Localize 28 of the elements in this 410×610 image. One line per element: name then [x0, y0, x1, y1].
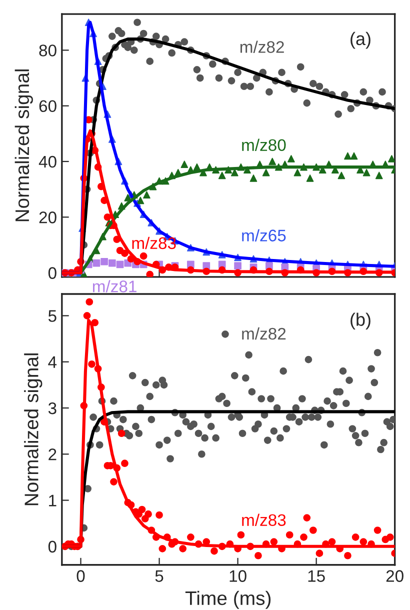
y-axis-title: Normalized signal	[24, 353, 42, 506]
y-tick-label: 20	[39, 212, 56, 224]
series-label: m/z82	[242, 327, 286, 340]
y-tick-label: 40	[38, 156, 56, 168]
series-label: m/z80	[242, 138, 286, 152]
y-tick-label: 3	[48, 402, 56, 414]
y-tick-label: 2	[48, 448, 56, 460]
y-tick-label: 4	[48, 356, 57, 368]
y-tick-label: 1	[49, 494, 56, 506]
series-label: m/z83	[242, 514, 286, 526]
series-label: m/z65	[242, 229, 286, 242]
y-axis-title: Normalized signal	[14, 70, 33, 222]
series-label: m/z82	[240, 40, 284, 53]
y-tick-label: 5	[48, 310, 56, 322]
series-label: m/z83	[132, 236, 176, 250]
annotation: (a)	[350, 32, 370, 49]
annotation: (b)	[350, 312, 370, 330]
y-tick-label: 60	[39, 100, 56, 112]
y-tick-label: 80	[39, 44, 56, 56]
x-tick-label: 15	[308, 570, 325, 582]
x-tick-label: 0	[76, 570, 85, 582]
y-tick-label: 0	[48, 267, 56, 279]
x-axis-title: Time (ms)	[185, 590, 271, 609]
x-tick-label: 20	[386, 570, 404, 582]
y-tick-label: 0	[48, 540, 56, 553]
series-label: m/z81	[92, 280, 136, 292]
x-tick-label: 10	[230, 570, 246, 582]
x-tick-label: 5	[155, 570, 164, 582]
